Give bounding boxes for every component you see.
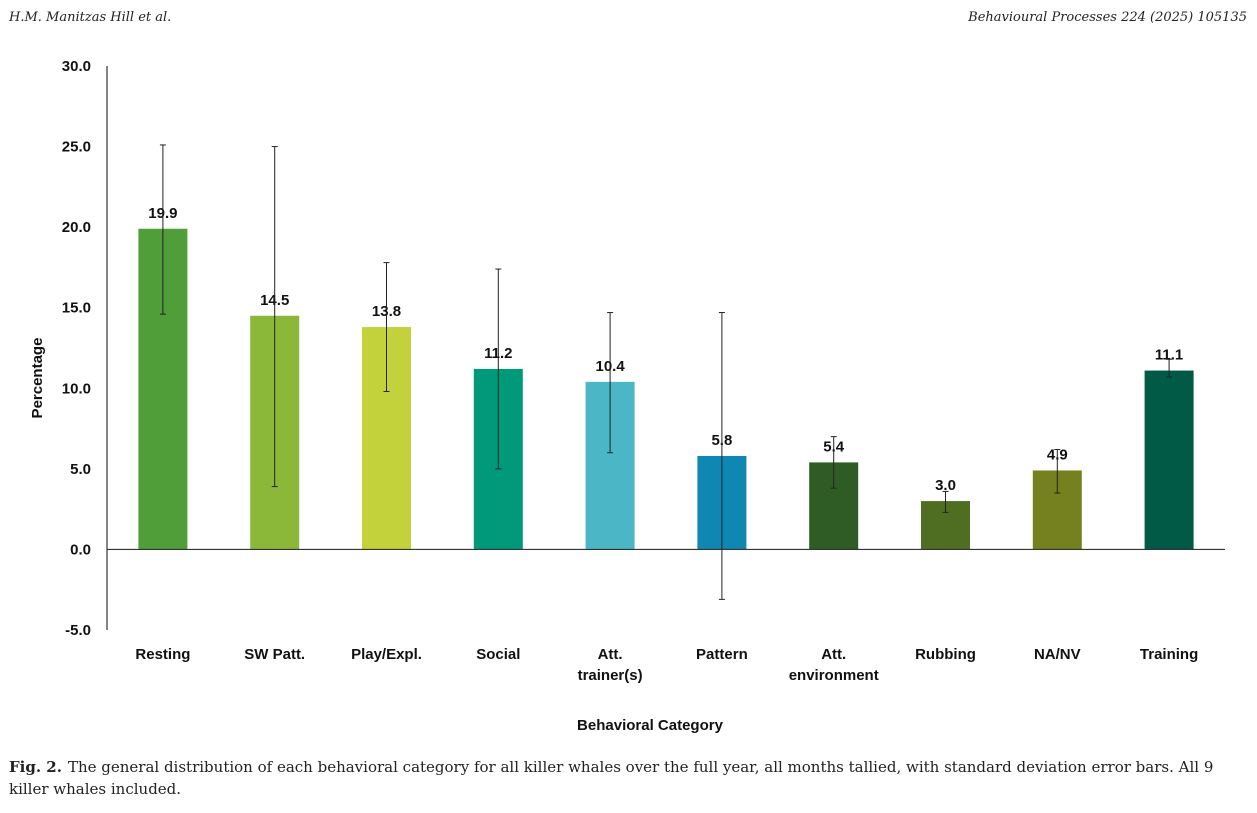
category-label: Social xyxy=(476,646,520,663)
category-label: Rubbing xyxy=(915,646,976,663)
category-label: Att. xyxy=(821,646,846,663)
y-tick-label: 20.0 xyxy=(62,219,91,236)
y-tick-label: -5.0 xyxy=(65,622,91,639)
figure-caption-label: Fig. 2. xyxy=(9,758,62,776)
category-label: Pattern xyxy=(696,646,748,663)
y-tick-label: 5.0 xyxy=(70,461,91,478)
category-label: Att. xyxy=(598,646,623,663)
running-header-authors: H.M. Manitzas Hill et al. xyxy=(9,10,172,25)
x-axis-title: Behavioral Category xyxy=(577,717,724,734)
y-tick-label: 25.0 xyxy=(62,139,91,156)
data-label: 3.0 xyxy=(935,477,956,494)
category-label: Play/Expl. xyxy=(351,646,422,663)
bar-chart: 30.0 25.0 20.0 15.0 10.0 5.0 0.0 -5.0 Percentage… xyxy=(29,58,1225,734)
category-label: NA/NV xyxy=(1034,646,1081,663)
figure-caption: Fig. 2. The general distribution of each … xyxy=(9,756,1249,800)
y-tick-label: 10.0 xyxy=(62,380,91,397)
y-tick-label: 30.0 xyxy=(62,58,91,75)
category-label: SW Patt. xyxy=(244,646,305,663)
bar xyxy=(1144,370,1194,550)
running-header-journal: Behavioural Processes 224 (2025) 105135 xyxy=(968,10,1247,25)
category-label: trainer(s) xyxy=(578,667,643,684)
y-axis-title: Percentage xyxy=(29,338,46,419)
y-tick-label: 15.0 xyxy=(62,300,91,317)
y-tick-label: 0.0 xyxy=(70,541,91,558)
figure-caption-text: The general distribution of each behavio… xyxy=(9,758,1214,798)
data-label: 11.1 xyxy=(1155,347,1183,364)
category-label: Training xyxy=(1140,646,1198,663)
category-label: Resting xyxy=(135,646,190,663)
category-label: environment xyxy=(789,667,879,684)
